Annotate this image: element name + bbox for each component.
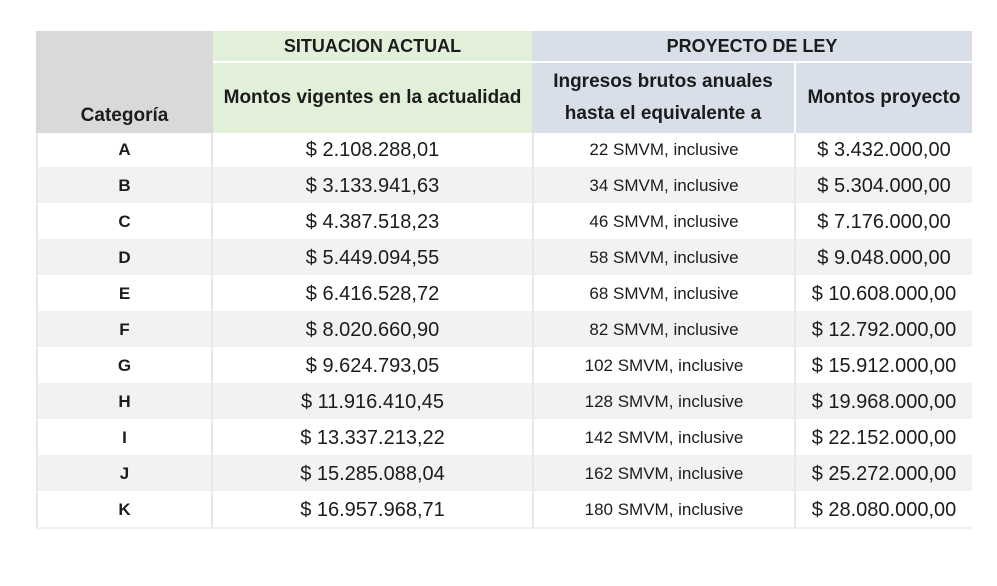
cell-ingresos: 180 SMVM, inclusive [532, 493, 796, 529]
categorias-table: Categoría SITUACION ACTUAL PROYECTO DE L… [36, 31, 972, 529]
cell-ingresos: 162 SMVM, inclusive [532, 457, 796, 493]
cell-ingresos: 22 SMVM, inclusive [532, 133, 796, 169]
cell-monto-actual: $ 6.416.528,72 [213, 277, 532, 313]
cell-categoria: H [36, 385, 213, 421]
cell-categoria: F [36, 313, 213, 349]
cell-monto-actual: $ 16.957.968,71 [213, 493, 532, 529]
cell-monto-actual: $ 5.449.094,55 [213, 241, 532, 277]
cell-monto-proyecto: $ 5.304.000,00 [796, 169, 972, 205]
cell-ingresos: 68 SMVM, inclusive [532, 277, 796, 313]
header-montos-vigentes: Montos vigentes en la actualidad [213, 63, 532, 133]
cell-monto-actual: $ 13.337.213,22 [213, 421, 532, 457]
cell-monto-proyecto: $ 7.176.000,00 [796, 205, 972, 241]
cell-categoria: I [36, 421, 213, 457]
cell-ingresos: 34 SMVM, inclusive [532, 169, 796, 205]
cell-ingresos: 46 SMVM, inclusive [532, 205, 796, 241]
cell-categoria: K [36, 493, 213, 529]
cell-ingresos: 128 SMVM, inclusive [532, 385, 796, 421]
cell-monto-proyecto: $ 12.792.000,00 [796, 313, 972, 349]
cell-categoria: B [36, 169, 213, 205]
cell-monto-proyecto: $ 15.912.000,00 [796, 349, 972, 385]
cell-monto-proyecto: $ 25.272.000,00 [796, 457, 972, 493]
header-situacion-actual: SITUACION ACTUAL [213, 31, 532, 63]
header-ingresos-brutos: Ingresos brutos anuales hasta el equival… [532, 63, 796, 133]
cell-monto-proyecto: $ 9.048.000,00 [796, 241, 972, 277]
cell-ingresos: 58 SMVM, inclusive [532, 241, 796, 277]
cell-monto-actual: $ 11.916.410,45 [213, 385, 532, 421]
cell-categoria: D [36, 241, 213, 277]
cell-monto-actual: $ 9.624.793,05 [213, 349, 532, 385]
header-categoria: Categoría [36, 31, 213, 133]
header-proyecto-de-ley: PROYECTO DE LEY [532, 31, 972, 63]
cell-categoria: G [36, 349, 213, 385]
cell-ingresos: 142 SMVM, inclusive [532, 421, 796, 457]
cell-monto-proyecto: $ 28.080.000,00 [796, 493, 972, 529]
cell-monto-actual: $ 2.108.288,01 [213, 133, 532, 169]
cell-monto-actual: $ 3.133.941,63 [213, 169, 532, 205]
header-montos-proyecto: Montos proyecto [796, 63, 972, 133]
cell-categoria: C [36, 205, 213, 241]
cell-monto-actual: $ 15.285.088,04 [213, 457, 532, 493]
cell-monto-proyecto: $ 22.152.000,00 [796, 421, 972, 457]
cell-ingresos: 102 SMVM, inclusive [532, 349, 796, 385]
cell-monto-actual: $ 4.387.518,23 [213, 205, 532, 241]
cell-monto-actual: $ 8.020.660,90 [213, 313, 532, 349]
cell-ingresos: 82 SMVM, inclusive [532, 313, 796, 349]
cell-categoria: A [36, 133, 213, 169]
cell-categoria: J [36, 457, 213, 493]
cell-monto-proyecto: $ 3.432.000,00 [796, 133, 972, 169]
cell-categoria: E [36, 277, 213, 313]
cell-monto-proyecto: $ 10.608.000,00 [796, 277, 972, 313]
cell-monto-proyecto: $ 19.968.000,00 [796, 385, 972, 421]
